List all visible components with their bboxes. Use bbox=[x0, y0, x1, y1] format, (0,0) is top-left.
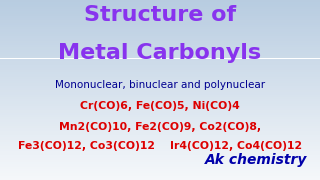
Bar bbox=[0, 38, 320, 40]
Bar bbox=[0, 117, 320, 119]
Bar bbox=[0, 88, 320, 90]
Bar bbox=[0, 61, 320, 63]
Bar bbox=[0, 45, 320, 47]
Bar bbox=[0, 7, 320, 9]
Bar bbox=[0, 155, 320, 158]
Bar bbox=[0, 171, 320, 173]
Bar bbox=[0, 76, 320, 79]
Bar bbox=[0, 86, 320, 88]
Bar bbox=[0, 22, 320, 25]
Bar bbox=[0, 47, 320, 50]
Bar bbox=[0, 164, 320, 166]
Bar bbox=[0, 9, 320, 11]
Text: Structure of: Structure of bbox=[84, 5, 236, 25]
Bar bbox=[0, 176, 320, 178]
Bar bbox=[0, 140, 320, 142]
Bar bbox=[0, 65, 320, 68]
Bar bbox=[0, 72, 320, 74]
Bar bbox=[0, 160, 320, 162]
Bar bbox=[0, 137, 320, 140]
Bar bbox=[0, 112, 320, 115]
Bar bbox=[0, 58, 320, 61]
Bar bbox=[0, 83, 320, 86]
Bar bbox=[0, 63, 320, 65]
Bar bbox=[0, 124, 320, 126]
Text: Cr(CO)6, Fe(CO)5, Ni(CO)4: Cr(CO)6, Fe(CO)5, Ni(CO)4 bbox=[80, 101, 240, 111]
Bar bbox=[0, 151, 320, 153]
Bar bbox=[0, 40, 320, 43]
Bar bbox=[0, 2, 320, 4]
Text: Ak chemistry: Ak chemistry bbox=[205, 153, 307, 167]
Bar bbox=[0, 16, 320, 18]
Bar bbox=[0, 135, 320, 137]
Bar bbox=[0, 110, 320, 112]
Bar bbox=[0, 133, 320, 135]
Bar bbox=[0, 144, 320, 146]
Bar bbox=[0, 99, 320, 101]
Bar bbox=[0, 34, 320, 36]
Bar bbox=[0, 122, 320, 124]
Bar bbox=[0, 79, 320, 81]
Bar bbox=[0, 162, 320, 164]
Bar bbox=[0, 101, 320, 104]
Text: Mn2(CO)10, Fe2(CO)9, Co2(CO)8,: Mn2(CO)10, Fe2(CO)9, Co2(CO)8, bbox=[59, 122, 261, 132]
Bar bbox=[0, 43, 320, 45]
Bar bbox=[0, 148, 320, 151]
Bar bbox=[0, 4, 320, 7]
Bar bbox=[0, 54, 320, 56]
Bar bbox=[0, 74, 320, 76]
Bar bbox=[0, 166, 320, 169]
Bar bbox=[0, 153, 320, 155]
Bar bbox=[0, 103, 320, 106]
Bar bbox=[0, 128, 320, 130]
Bar bbox=[0, 81, 320, 83]
Bar bbox=[0, 169, 320, 171]
Bar bbox=[0, 0, 320, 2]
Bar bbox=[0, 18, 320, 20]
Bar bbox=[0, 11, 320, 14]
Bar bbox=[0, 97, 320, 99]
Bar bbox=[0, 36, 320, 38]
Bar bbox=[0, 56, 320, 58]
Bar bbox=[0, 126, 320, 128]
Bar bbox=[0, 90, 320, 92]
Bar bbox=[0, 119, 320, 122]
Bar bbox=[0, 14, 320, 16]
Bar bbox=[0, 106, 320, 108]
Bar bbox=[0, 173, 320, 176]
Text: Fe3(CO)12, Co3(CO)12    Ir4(CO)12, Co4(CO)12: Fe3(CO)12, Co3(CO)12 Ir4(CO)12, Co4(CO)1… bbox=[18, 141, 302, 151]
Bar bbox=[0, 25, 320, 27]
Bar bbox=[0, 52, 320, 54]
Bar bbox=[0, 94, 320, 97]
Bar bbox=[0, 29, 320, 31]
Bar bbox=[0, 146, 320, 148]
Bar bbox=[0, 130, 320, 133]
Text: Metal Carbonyls: Metal Carbonyls bbox=[59, 43, 261, 63]
Bar bbox=[0, 20, 320, 22]
Bar bbox=[0, 108, 320, 110]
Bar bbox=[0, 70, 320, 72]
Bar bbox=[0, 92, 320, 94]
Bar bbox=[0, 142, 320, 144]
Bar bbox=[0, 158, 320, 160]
Bar bbox=[0, 27, 320, 29]
Bar bbox=[0, 50, 320, 52]
Bar bbox=[0, 68, 320, 70]
Bar bbox=[0, 178, 320, 180]
Text: Mononuclear, binuclear and polynuclear: Mononuclear, binuclear and polynuclear bbox=[55, 80, 265, 90]
Bar bbox=[0, 115, 320, 117]
Bar bbox=[0, 31, 320, 34]
